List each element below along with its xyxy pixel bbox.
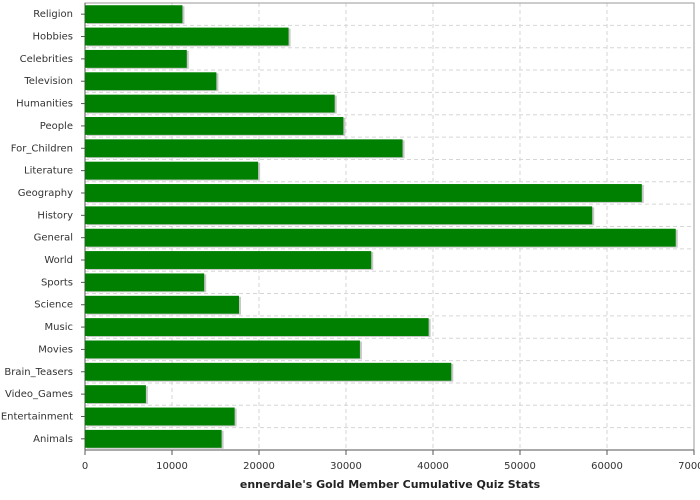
x-tick-label: 60000	[591, 461, 623, 472]
x-tick-label: 0	[82, 461, 88, 472]
x-tick-label: 40000	[417, 461, 449, 472]
y-tick-label: Movies	[38, 344, 73, 355]
bar	[85, 116, 344, 135]
y-tick-label: Hobbies	[33, 32, 73, 43]
y-tick-label: World	[44, 255, 73, 266]
bar	[85, 340, 360, 359]
bar	[85, 27, 289, 46]
bar	[85, 206, 593, 225]
x-tick-label: 20000	[243, 461, 275, 472]
bar	[85, 295, 239, 314]
y-tick-label: Sports	[41, 277, 73, 288]
bar	[85, 362, 452, 381]
y-tick-label: People	[40, 121, 73, 132]
y-tick-label: General	[34, 233, 73, 244]
y-tick-label: For_Children	[11, 143, 73, 154]
bar	[85, 318, 429, 337]
bar	[85, 251, 372, 269]
chart-title: ennerdale's Gold Member Cumulative Quiz …	[240, 478, 541, 491]
x-tick-label: 30000	[330, 461, 362, 472]
y-tick-label: Animals	[33, 434, 73, 445]
y-tick-label: History	[37, 210, 73, 221]
x-tick-label: 10000	[156, 461, 188, 472]
y-tick-label: Celebrities	[20, 54, 73, 65]
y-tick-label: Religion	[33, 9, 73, 20]
bar	[85, 429, 222, 448]
y-tick-label: Humanities	[16, 99, 73, 110]
y-tick-label: Literature	[24, 166, 73, 177]
y-tick-label: Science	[34, 300, 73, 311]
bar	[85, 139, 403, 158]
bar	[85, 94, 335, 113]
bar	[85, 72, 217, 91]
y-tick-label: Video_Games	[5, 389, 73, 400]
bar	[85, 161, 259, 180]
bar	[85, 407, 235, 426]
y-tick-label: Geography	[18, 188, 73, 199]
bar	[85, 49, 187, 68]
x-tick-label: 70000	[678, 461, 700, 472]
y-tick-label: Brain_Teasers	[4, 367, 73, 378]
y-tick-label: Entertainment	[1, 411, 73, 422]
y-tick-label: Television	[23, 76, 73, 87]
y-tick-label: Music	[45, 322, 73, 333]
bar	[85, 184, 642, 202]
bar	[85, 385, 146, 404]
bar	[85, 228, 676, 247]
x-tick-label: 50000	[504, 461, 536, 472]
bar	[85, 273, 205, 292]
bar	[85, 5, 183, 24]
